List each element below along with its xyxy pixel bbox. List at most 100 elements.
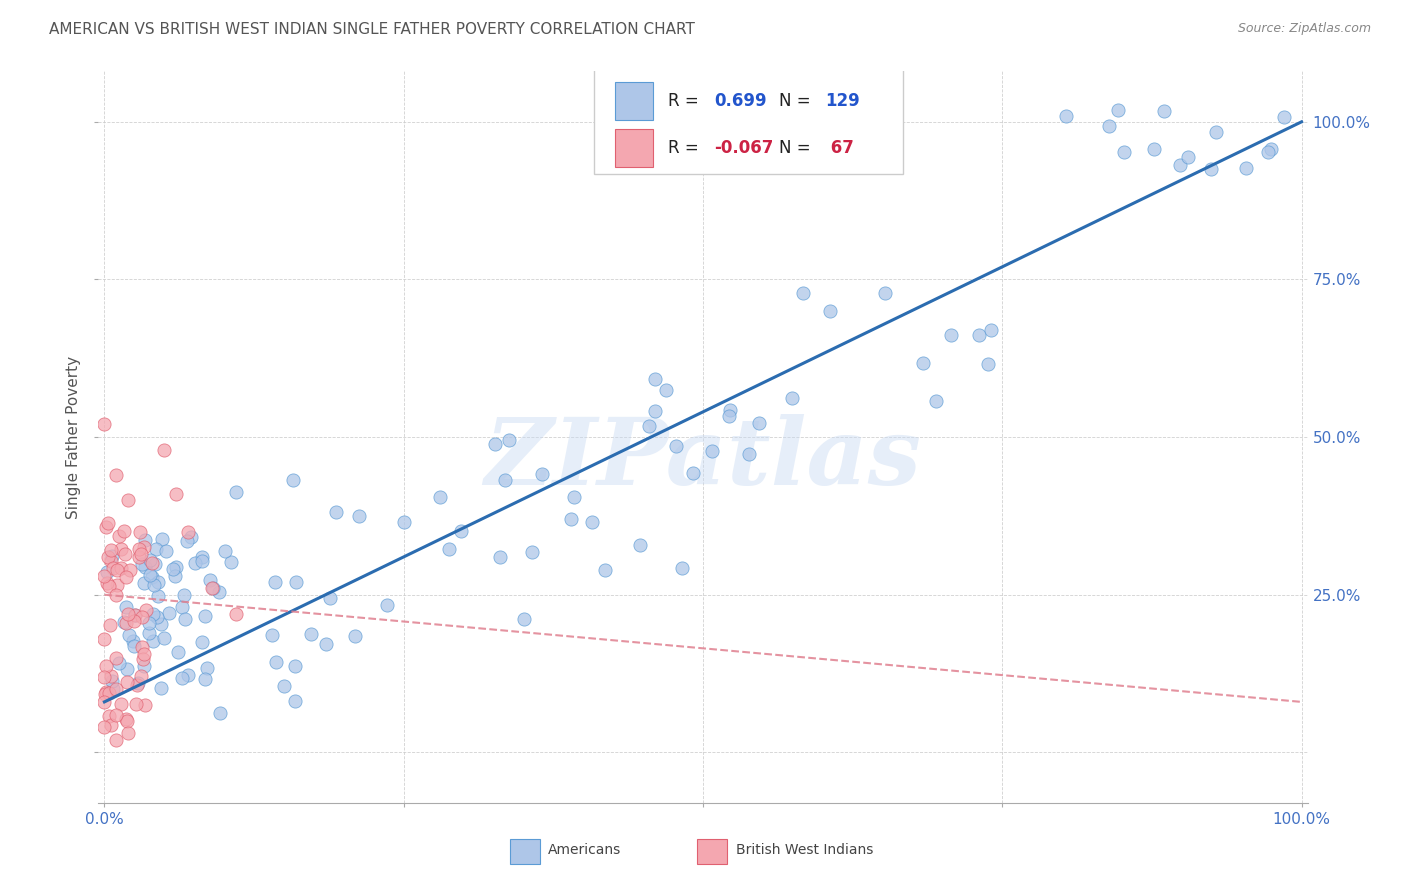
Point [93, 720, 115, 734]
Point [129, 547, 152, 561]
Point [100, 554, 122, 568]
Point [96, 575, 118, 590]
Point [134, 698, 156, 712]
Point [135, 603, 157, 617]
Point [225, 485, 247, 500]
Point [124, 614, 146, 628]
Point [194, 609, 217, 624]
Point [100, 669, 122, 683]
Point [112, 524, 135, 539]
Point [792, 285, 814, 300]
Point [1107, 103, 1129, 117]
Text: 129: 129 [825, 92, 860, 110]
Point [134, 559, 156, 574]
Point [172, 599, 194, 614]
Point [141, 570, 163, 584]
Point [531, 467, 554, 481]
Point [1234, 161, 1257, 176]
Point [562, 490, 585, 504]
Point [148, 589, 170, 603]
Point [198, 573, 221, 587]
Point [153, 442, 176, 457]
Point [138, 626, 160, 640]
Point [1260, 142, 1282, 156]
Point [176, 534, 198, 549]
Point [141, 556, 163, 570]
Point [191, 554, 214, 568]
Point [191, 635, 214, 649]
Point [115, 712, 138, 726]
Point [637, 419, 659, 434]
Point [132, 541, 155, 555]
Point [284, 574, 307, 589]
Point [748, 416, 770, 430]
Point [110, 561, 132, 575]
Text: AMERICAN VS BRITISH WEST INDIAN SINGLE FATHER POVERTY CORRELATION CHART: AMERICAN VS BRITISH WEST INDIAN SINGLE F… [49, 22, 695, 37]
Point [97, 516, 120, 530]
Text: N =: N = [779, 92, 815, 110]
Point [93, 417, 115, 432]
Point [149, 681, 172, 695]
Text: 67: 67 [825, 139, 853, 157]
Point [98, 579, 121, 593]
Point [134, 533, 156, 548]
Point [738, 447, 761, 461]
Point [122, 633, 145, 648]
FancyBboxPatch shape [697, 838, 727, 863]
Point [105, 707, 128, 722]
Point [980, 323, 1002, 337]
Point [166, 645, 188, 659]
Point [127, 676, 149, 690]
Point [139, 553, 162, 567]
Point [214, 544, 236, 558]
Point [93, 670, 115, 684]
Point [173, 588, 195, 602]
Text: British West Indians: British West Indians [735, 843, 873, 857]
Point [644, 404, 666, 418]
Point [494, 473, 516, 487]
Point [195, 661, 218, 675]
Point [273, 679, 295, 693]
Point [655, 383, 678, 397]
Text: Source: ZipAtlas.com: Source: ZipAtlas.com [1237, 22, 1371, 36]
Point [148, 574, 170, 589]
Point [1272, 110, 1295, 124]
Point [319, 591, 342, 605]
Point [174, 612, 197, 626]
Point [132, 652, 155, 666]
Text: Americans: Americans [548, 843, 621, 857]
Point [208, 585, 231, 599]
Point [498, 433, 520, 447]
Point [925, 394, 948, 409]
Point [93, 687, 115, 701]
FancyBboxPatch shape [595, 68, 903, 174]
Point [157, 606, 180, 620]
Point [107, 657, 129, 671]
Point [145, 542, 167, 557]
Point [166, 560, 188, 574]
Point [967, 327, 990, 342]
Point [682, 467, 704, 481]
Point [114, 615, 136, 630]
Point [512, 612, 534, 626]
Point [299, 626, 322, 640]
Point [96, 566, 118, 580]
Point [128, 550, 150, 565]
Point [100, 718, 122, 732]
Point [284, 694, 307, 708]
Point [98, 618, 121, 632]
Point [101, 673, 124, 688]
Point [117, 726, 139, 740]
Point [264, 655, 287, 669]
Y-axis label: Single Father Poverty: Single Father Poverty [66, 356, 82, 518]
Point [139, 567, 162, 582]
Point [665, 440, 688, 454]
Point [110, 697, 132, 711]
Point [97, 550, 120, 565]
Point [114, 570, 136, 584]
Text: R =: R = [668, 92, 704, 110]
Point [1054, 109, 1077, 123]
Point [131, 557, 153, 571]
Point [1177, 150, 1199, 164]
Point [105, 650, 128, 665]
